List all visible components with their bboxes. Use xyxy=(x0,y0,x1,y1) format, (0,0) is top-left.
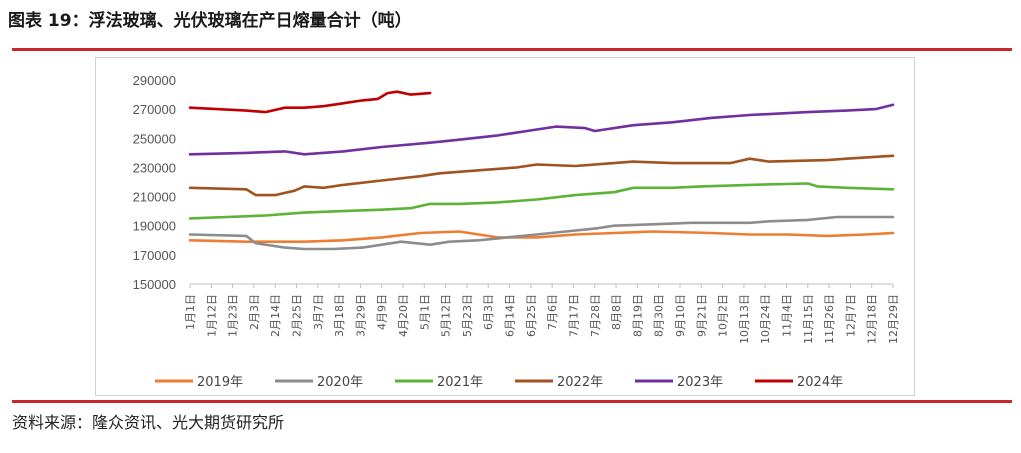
x-tick-label: 4月9日 xyxy=(376,294,389,330)
y-tick-label: 210000 xyxy=(133,190,176,205)
series-line-2024年 xyxy=(188,90,432,114)
y-tick-label: 250000 xyxy=(133,131,176,146)
x-tick-label: 1月12日 xyxy=(205,294,218,337)
y-tick-label: 170000 xyxy=(133,248,176,263)
x-tick-label: 12月7日 xyxy=(844,294,857,337)
x-tick-label: 1月1日 xyxy=(184,294,197,330)
x-tick-label: 10月24日 xyxy=(759,294,772,344)
x-tick-label: 4月20日 xyxy=(397,294,410,337)
y-tick-label: 290000 xyxy=(133,73,176,88)
series-line-2023年 xyxy=(188,103,895,156)
x-tick-label: 10月13日 xyxy=(738,294,751,344)
x-tick-label: 11月26日 xyxy=(823,294,836,344)
x-tick-label: 5月23日 xyxy=(461,294,474,337)
legend-entry: 2019年 xyxy=(197,375,243,390)
x-tick-label: 7月28日 xyxy=(589,294,602,337)
legend-entry: 2021年 xyxy=(437,375,483,390)
x-tick-label: 5月1日 xyxy=(418,294,431,330)
chart-frame xyxy=(95,57,915,396)
top-divider xyxy=(12,48,1012,51)
x-tick-label: 10月2日 xyxy=(717,294,730,337)
chart-title: 图表 19：浮法玻璃、光伏玻璃在产日熔量合计（吨） xyxy=(8,11,412,31)
x-tick-label: 11月15日 xyxy=(802,294,815,344)
x-tick-label: 6月25日 xyxy=(525,294,538,337)
x-tick-label: 8月8日 xyxy=(610,294,623,330)
y-tick-label: 150000 xyxy=(133,277,176,292)
x-tick-label: 6月14日 xyxy=(504,294,517,337)
x-tick-label: 3月18日 xyxy=(333,294,346,337)
x-tick-label: 2月3日 xyxy=(248,294,261,330)
legend-entry: 2020年 xyxy=(317,375,363,390)
series-line-2021年 xyxy=(188,182,895,220)
x-tick-label: 9月21日 xyxy=(695,294,708,337)
legend-entry: 2022年 xyxy=(557,375,603,390)
x-tick-label: 11月4日 xyxy=(780,294,793,337)
source-note: 资料来源：隆众资讯、光大期货研究所 xyxy=(12,413,285,432)
x-tick-label: 7月6日 xyxy=(546,294,559,330)
x-tick-label: 12月29日 xyxy=(887,294,900,344)
legend-entry: 2024年 xyxy=(797,375,843,390)
x-tick-label: 1月23日 xyxy=(227,294,240,337)
x-tick-label: 9月10日 xyxy=(674,294,687,337)
series-line-2020年 xyxy=(188,215,895,251)
legend-entry: 2023年 xyxy=(677,375,723,390)
x-tick-label: 2月14日 xyxy=(269,294,282,337)
x-tick-label: 8月30日 xyxy=(653,294,666,337)
y-tick-label: 270000 xyxy=(133,102,176,117)
x-tick-label: 6月3日 xyxy=(482,294,495,330)
x-tick-label: 12月18日 xyxy=(866,294,879,344)
x-tick-label: 3月7日 xyxy=(312,294,325,330)
x-tick-label: 5月12日 xyxy=(440,294,453,337)
x-tick-label: 3月29日 xyxy=(354,294,367,337)
bottom-divider xyxy=(12,400,1012,403)
series-line-2022年 xyxy=(188,154,895,197)
y-tick-label: 190000 xyxy=(133,219,176,234)
series-line-2019年 xyxy=(188,230,895,243)
x-tick-label: 7月17日 xyxy=(567,294,580,337)
x-tick-label: 8月19日 xyxy=(631,294,644,337)
y-tick-label: 230000 xyxy=(133,160,176,175)
x-tick-label: 2月25日 xyxy=(291,294,304,337)
